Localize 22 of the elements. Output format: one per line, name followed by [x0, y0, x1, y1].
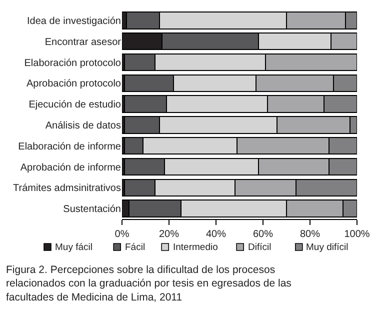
text: Figura 2. Percepciones sobre la dificultad de los procesos relacionados con la graduación por tesis en egresados de las facultades de Medicina de Lima, 2011	[6, 264, 292, 304]
legend-label: Difícil	[248, 242, 272, 253]
x-tick-label: 40%	[206, 229, 226, 240]
y-tick-label: Encontrar asesor	[44, 36, 122, 48]
y-tick-label: Elaboración protocolo	[24, 58, 122, 69]
x-tick-label: 0%	[114, 229, 130, 240]
y-tick-label: Ejecución de estudio	[28, 100, 122, 111]
x-tick-label: 60%	[252, 229, 274, 240]
y-tick-label: Elaboración de informe	[18, 141, 122, 152]
legend-label: Fácil	[125, 242, 146, 253]
y-tick-label: Trámites admsinitrativos	[13, 183, 121, 194]
y-tick-label: Aprobación protocolo	[26, 78, 122, 90]
x-tick-label: 20%	[158, 229, 180, 240]
y-tick-label: Idea de investigación	[27, 16, 121, 27]
y-tick-label: Sustentación	[63, 204, 121, 216]
y-tick-label: Análisis de datos	[45, 120, 121, 132]
legend-label: Intermedio	[173, 242, 218, 253]
y-tick-label: Aprobación de informe	[20, 162, 122, 174]
x-tick-label: 100%	[344, 229, 370, 240]
legend-label: Muy difícil	[306, 242, 348, 253]
x-tick-label: 80%	[300, 229, 320, 240]
legend-label: Muy fácil	[55, 242, 92, 253]
